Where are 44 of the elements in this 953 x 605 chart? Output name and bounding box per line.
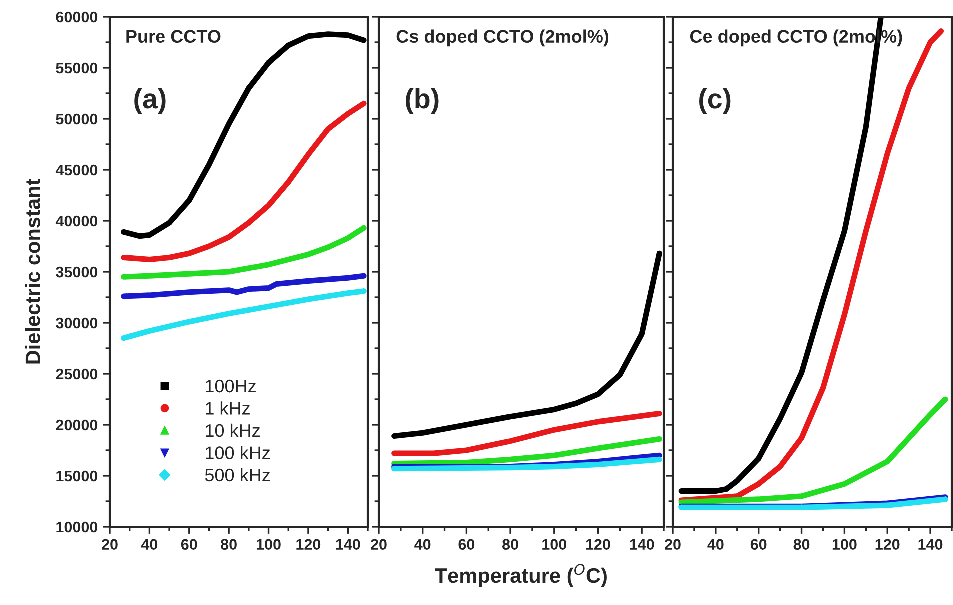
x-tick-label: 60 [750,539,767,550]
x-tick-label: 40 [141,539,158,550]
annotation: Pure CCTO [126,30,221,44]
x-tick-label: 120 [586,539,610,550]
x-tick-label: 80 [502,539,518,550]
x-tick-label: 40 [414,539,431,550]
x-tick-label: 80 [221,539,237,550]
x-tick-label: 20 [371,539,387,550]
y-tick-label: 25000 [56,368,98,380]
x-tick-label: 140 [630,539,654,550]
x-tick-label: 80 [794,539,810,550]
x-tick-label: 20 [102,539,118,550]
y-tick-label: 55000 [56,62,98,74]
y-tick-label: 40000 [56,216,98,227]
x-tick-label: 140 [918,539,943,550]
legend-label: 10 kHz [206,424,260,438]
annotation: (b) [406,88,439,114]
y-tick-label: 35000 [56,266,98,278]
x-tick-label: 20 [665,539,681,550]
annotation: (a) [134,88,166,114]
legend-label: 1 kHz [206,402,250,415]
x-tick-label: 40 [708,539,724,550]
x-tick-label: 140 [336,539,360,550]
legend-label: 100 kHz [206,446,270,460]
legend-label: 100Hz [206,380,256,393]
x-tick-label: 120 [876,539,900,550]
x-tick-label: 60 [181,539,198,550]
x-tick-label: 120 [296,539,321,550]
y-axis-title: Dielectric constant [25,179,40,364]
x-tick-label: 100 [832,539,857,550]
y-tick-label: 10000 [56,522,98,533]
x-axis-title: Temperature ($^{O}$C) [435,564,607,588]
annotation: (c) [699,88,731,114]
annotation: Cs doped CCTO (2mol%) [396,30,609,47]
x-tick-label: 100 [542,539,567,550]
y-tick-label: 45000 [56,164,98,176]
y-tick-label: 50000 [56,114,98,125]
y-tick-label: 30000 [56,318,98,329]
x-tick-label: 100 [256,539,281,550]
y-tick-label: 20000 [56,420,98,431]
legend-label: 500 kHz [205,468,270,482]
y-tick-label: 60000 [56,12,98,23]
y-tick-label: 15000 [56,470,98,482]
x-tick-label: 60 [458,539,475,550]
